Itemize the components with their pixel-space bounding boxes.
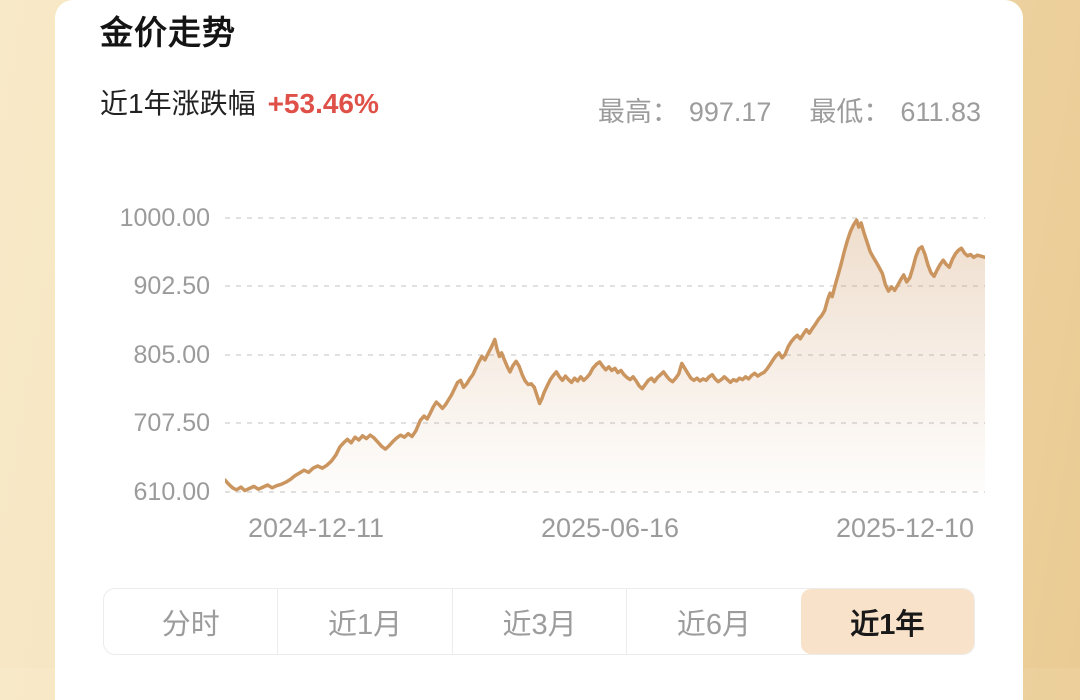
gridline (225, 217, 985, 219)
price-area-fill (225, 220, 985, 492)
low-value: 611.83 (900, 97, 981, 127)
y-axis-tick: 902.50 (133, 272, 210, 300)
change-label: 近1年涨跌幅 (100, 88, 256, 119)
tab-3-months[interactable]: 近3月 (451, 589, 626, 654)
range-tab-bar: 分时 近1月 近3月 近6月 近1年 (103, 588, 975, 655)
high-label: 最高： (597, 97, 679, 127)
gridline (225, 354, 985, 356)
high-value: 997.17 (688, 97, 772, 127)
high-low-stats: 最高： 997.17 最低： 611.83 (598, 90, 981, 129)
tab-1-year[interactable]: 近1年 (800, 589, 974, 654)
tab-minute[interactable]: 分时 (161, 608, 220, 641)
y-axis-tick: 805.00 (133, 341, 210, 369)
x-axis-tick: 2025-06-16 (540, 513, 680, 543)
y-axis-tick: 707.50 (133, 409, 210, 437)
gridline (225, 285, 985, 287)
low-label: 最低： (809, 97, 891, 127)
tab-1-month[interactable]: 近1月 (277, 589, 451, 654)
tab-6-months[interactable]: 近6月 (626, 589, 800, 654)
price-chart: 1000.00 902.50 805.00 707.50 610.00 2024… (100, 204, 990, 550)
x-axis-tick: 2024-12-11 (247, 513, 385, 543)
gold-price-card: 金价走势 近1年涨跌幅 +53.46% 最高： 997.17 最低： 611.8… (55, 0, 1023, 700)
y-axis-tick: 610.00 (133, 478, 210, 506)
y-axis-tick: 1000.00 (119, 204, 210, 232)
price-line (225, 218, 985, 493)
x-axis-tick: 2025-12-10 (835, 513, 975, 543)
page-title: 金价走势 (100, 14, 236, 51)
change-row: 近1年涨跌幅 +53.46% (100, 82, 379, 122)
change-value: +53.46% (267, 88, 379, 119)
price-chart-canvas[interactable] (225, 205, 985, 505)
